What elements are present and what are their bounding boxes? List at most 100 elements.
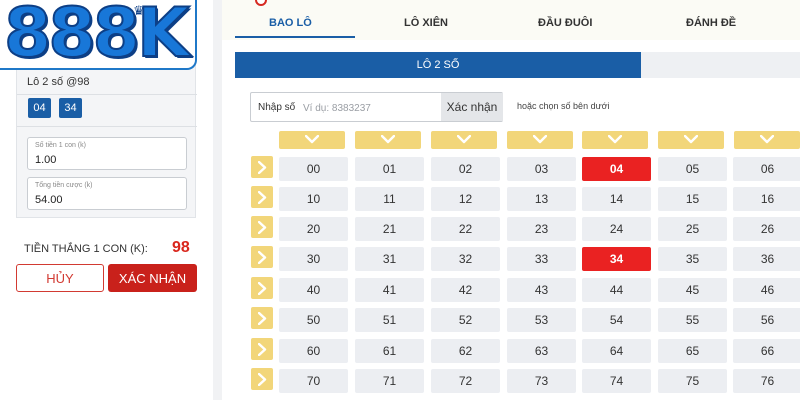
select-row-button[interactable] [251,246,273,268]
number-cell-51[interactable]: 51 [355,308,424,332]
number-cell-53[interactable]: 53 [507,308,576,332]
select-row-button[interactable] [251,156,273,178]
number-cell-45[interactable]: 45 [658,278,727,302]
amount-per-number-field[interactable]: Số tiền 1 con (k) 1.00 [27,137,187,170]
number-cell-03[interactable]: 03 [507,157,576,181]
hint-prefix: hoặc [517,101,540,111]
number-entry-input[interactable] [303,98,438,118]
select-column-button[interactable] [507,131,573,149]
number-cell-32[interactable]: 32 [431,247,500,271]
selected-number-chip[interactable]: 34 [59,98,82,118]
amount-per-number-label: Số tiền 1 con (k) [35,142,86,149]
number-cell-65[interactable]: 65 [658,339,727,363]
number-cell-02[interactable]: 02 [431,157,500,181]
number-cell-26[interactable]: 26 [733,217,800,241]
select-column-button[interactable] [431,131,497,149]
select-column-button[interactable] [582,131,648,149]
number-cell-66[interactable]: 66 [733,339,800,363]
number-cell-44[interactable]: 44 [582,278,651,302]
select-column-button[interactable] [734,131,800,149]
number-cell-43[interactable]: 43 [507,278,576,302]
number-cell-40[interactable]: 40 [279,278,348,302]
number-cell-74[interactable]: 74 [582,369,651,393]
subtab-lo-2-so[interactable]: LÔ 2 SỐ [235,52,641,78]
brand-logo[interactable]: 888K ♛ [0,0,197,70]
tab-dau-duoi[interactable]: ĐẦU ĐUÔI [538,17,593,29]
number-cell-15[interactable]: 15 [658,187,727,211]
number-cell-04[interactable]: 04 [582,157,651,181]
tab-lo-xien[interactable]: LÔ XIÊN [404,17,449,29]
chevron-right-icon [258,312,267,325]
select-row-button[interactable] [251,186,273,208]
bet-type-tabs: BAO LÔ LÔ XIÊN ĐẦU ĐUÔI ĐÁNH ĐỀ [222,0,800,40]
bet-slip-card: Lô 2 số @98 04 34 Số tiền 1 con (k) 1.00… [16,62,197,218]
number-cell-56[interactable]: 56 [733,308,800,332]
tab-danh-de[interactable]: ĐÁNH ĐỀ [686,17,737,29]
number-cell-22[interactable]: 22 [431,217,500,241]
select-column-button[interactable] [279,131,345,149]
number-cell-13[interactable]: 13 [507,187,576,211]
select-column-button[interactable] [355,131,421,149]
number-cell-10[interactable]: 10 [279,187,348,211]
tab-bao-lo[interactable]: BAO LÔ [269,17,312,29]
number-cell-46[interactable]: 46 [733,278,800,302]
number-cell-05[interactable]: 05 [658,157,727,181]
number-cell-36[interactable]: 36 [733,247,800,271]
number-cell-06[interactable]: 06 [733,157,800,181]
crown-icon: ♛ [133,3,145,18]
number-cell-71[interactable]: 71 [355,369,424,393]
select-row-button[interactable] [251,216,273,238]
subtab-bar: LÔ 2 SỐ [235,52,800,78]
number-cell-72[interactable]: 72 [431,369,500,393]
select-row-button[interactable] [251,277,273,299]
number-cell-63[interactable]: 63 [507,339,576,363]
number-cell-64[interactable]: 64 [582,339,651,363]
chevron-right-icon [258,343,267,356]
number-cell-20[interactable]: 20 [279,217,348,241]
pick-hint: hoặc chọn số bên dưới [517,101,610,111]
number-cell-54[interactable]: 54 [582,308,651,332]
number-cell-42[interactable]: 42 [431,278,500,302]
selected-number-chip[interactable]: 04 [28,98,51,118]
chevron-down-icon [305,135,319,144]
confirm-bet-button[interactable]: XÁC NHẬN [108,264,197,292]
confirm-number-button[interactable]: Xác nhận [441,93,503,121]
select-row-button[interactable] [251,368,273,390]
number-cell-24[interactable]: 24 [582,217,651,241]
number-cell-50[interactable]: 50 [279,308,348,332]
divider [17,94,197,95]
number-cell-75[interactable]: 75 [658,369,727,393]
number-cell-01[interactable]: 01 [355,157,424,181]
number-entry-group: Nhập số Xác nhận [250,92,503,122]
number-cell-23[interactable]: 23 [507,217,576,241]
number-cell-00[interactable]: 00 [279,157,348,181]
select-row-button[interactable] [251,338,273,360]
number-cell-21[interactable]: 21 [355,217,424,241]
number-cell-16[interactable]: 16 [733,187,800,211]
number-cell-41[interactable]: 41 [355,278,424,302]
number-cell-33[interactable]: 33 [507,247,576,271]
number-cell-55[interactable]: 55 [658,308,727,332]
number-cell-61[interactable]: 61 [355,339,424,363]
number-cell-12[interactable]: 12 [431,187,500,211]
total-bet-field[interactable]: Tổng tiền cược (k) 54.00 [27,177,187,210]
number-cell-30[interactable]: 30 [279,247,348,271]
number-cell-62[interactable]: 62 [431,339,500,363]
number-cell-73[interactable]: 73 [507,369,576,393]
select-column-button[interactable] [658,131,724,149]
cancel-button[interactable]: HỦY [16,264,104,292]
number-cell-60[interactable]: 60 [279,339,348,363]
number-cell-70[interactable]: 70 [279,369,348,393]
number-cell-35[interactable]: 35 [658,247,727,271]
amount-per-number-value[interactable]: 1.00 [35,154,57,166]
number-cell-31[interactable]: 31 [355,247,424,271]
chevron-down-icon [457,135,471,144]
select-row-button[interactable] [251,307,273,329]
active-tab-indicator [235,36,355,38]
number-cell-76[interactable]: 76 [733,369,800,393]
number-cell-14[interactable]: 14 [582,187,651,211]
number-cell-52[interactable]: 52 [431,308,500,332]
number-cell-25[interactable]: 25 [658,217,727,241]
number-cell-34[interactable]: 34 [582,247,651,271]
number-cell-11[interactable]: 11 [355,187,424,211]
